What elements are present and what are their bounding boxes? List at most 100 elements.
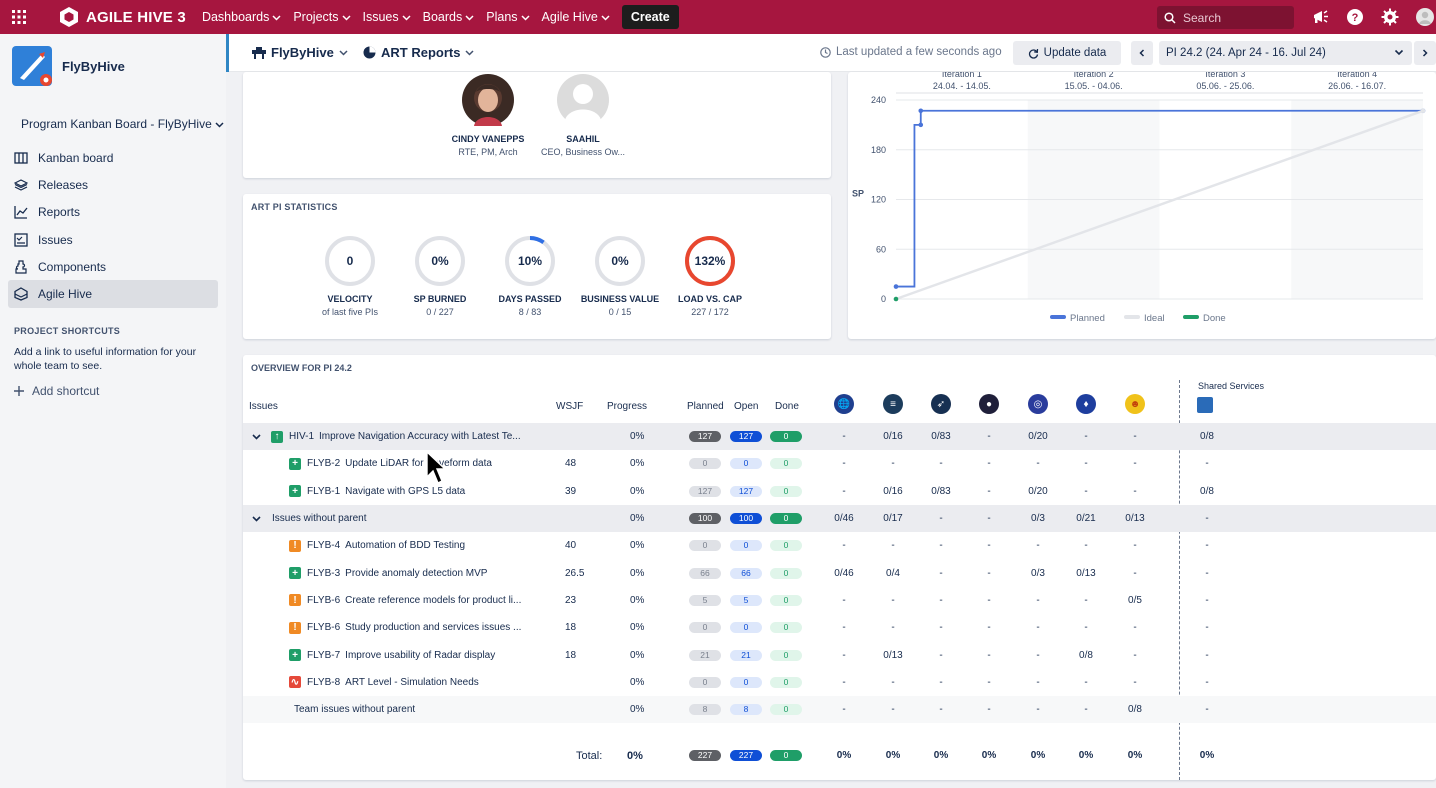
update-data-button[interactable]: Update data xyxy=(1013,41,1121,65)
previous-pi-button[interactable] xyxy=(1131,41,1153,65)
shared-services-team-icon xyxy=(1197,397,1213,413)
total-open: 227 xyxy=(730,742,762,769)
report-toolbar: FlyByHive ART Reports Last updated a few… xyxy=(226,34,1436,72)
table-row[interactable]: ↑ HIV-1 Improve Navigation Accuracy with L… xyxy=(243,423,1436,451)
expand-chevron-icon[interactable] xyxy=(252,514,261,523)
nav-agile-hive[interactable]: Agile Hive xyxy=(536,0,616,34)
member-card[interactable]: SAAHIL CEO, Business Ow... xyxy=(528,74,638,157)
issue-key[interactable]: FLYB-2 xyxy=(307,458,341,470)
issue-key[interactable]: FLYB-3 xyxy=(307,567,341,579)
sidebar-item-agile-hive[interactable]: Agile Hive xyxy=(8,280,218,308)
sidebar-item-issues[interactable]: Issues xyxy=(8,226,218,253)
sidebar-item-reports[interactable]: Reports xyxy=(8,199,218,226)
legend-item-done[interactable]: Done xyxy=(1183,313,1226,324)
table-row[interactable]: Team issues without parent 0% 8 8 0- - - - - -0/8… xyxy=(243,696,1436,724)
add-shortcut-link[interactable]: Add shortcut xyxy=(14,384,99,398)
col-header-done: Done xyxy=(775,401,799,412)
help-icon[interactable]: ? xyxy=(1346,8,1364,26)
col-header-planned: Planned xyxy=(687,401,724,412)
table-row[interactable]: + FLYB-1 Navigate with GPS L5 data 39 0% 127 1… xyxy=(243,478,1436,505)
total-done-pill: 0 xyxy=(770,750,802,762)
team-cell: 0/46 xyxy=(834,567,854,579)
issue-key[interactable]: FLYB-4 xyxy=(307,540,341,552)
open-cell: 127 xyxy=(730,423,762,450)
series-point-ideal xyxy=(1420,108,1426,114)
legend-item-planned[interactable]: Planned xyxy=(1050,313,1105,324)
user-avatar[interactable] xyxy=(1416,8,1434,26)
nav-projects[interactable]: Projects xyxy=(287,0,356,34)
team-cell: - xyxy=(987,704,991,716)
col-header-progress: Progress xyxy=(607,401,648,412)
issue-key[interactable]: FLYB-6 xyxy=(307,622,341,634)
team-cell: - xyxy=(1133,431,1137,443)
create-button[interactable]: Create xyxy=(621,5,679,29)
agile-hive-logo[interactable]: AGILE HIVE 3 xyxy=(58,6,186,28)
legend-item-ideal[interactable]: Ideal xyxy=(1124,313,1165,324)
board-selector[interactable]: Program Kanban Board - FlyByHive xyxy=(21,117,224,131)
board-selector-label: Program Kanban Board - FlyByHive xyxy=(21,117,212,131)
app-switcher-icon[interactable] xyxy=(0,0,38,34)
wsjf-cell: 39 xyxy=(565,485,577,497)
open-cell: 0 xyxy=(730,532,762,559)
table-row[interactable]: Issues without parent 0% 100 100 0 0/46 0/17 - -… xyxy=(243,504,1436,533)
nav-plans[interactable]: Plans xyxy=(480,0,535,34)
nav-dashboards[interactable]: Dashboards xyxy=(196,0,287,34)
nav-boards[interactable]: Boards xyxy=(417,0,481,34)
team-orbit-icon: ◎ xyxy=(1028,394,1048,414)
story-issue-type-icon: + xyxy=(289,485,301,498)
total-team-cell: 0% xyxy=(1078,750,1094,762)
member-card[interactable]: CINDY VANEPPS RTE, PM, Arch xyxy=(433,74,543,157)
issue-key[interactable]: FLYB-6 xyxy=(307,594,341,606)
table-row[interactable]: + FLYB-3 Provide anomaly detection MVP 26.5… xyxy=(243,560,1436,587)
table-row[interactable]: ∿ FLYB-8 ART Level - Simulation Needs 0% 0 0 0… xyxy=(243,669,1436,696)
sidebar-item-components[interactable]: Components xyxy=(8,253,218,280)
team-cell: 0/4 xyxy=(886,567,900,579)
issues-icon xyxy=(14,232,28,247)
series-point-planned xyxy=(893,284,899,289)
planned-cell: 0 xyxy=(689,450,721,477)
y-tick-label: 240 xyxy=(871,95,886,105)
table-row[interactable]: + FLYB-2 Update LiDAR for waveform data 48 0… xyxy=(243,450,1436,477)
table-row[interactable]: + FLYB-7 Improve usability of Radar displa… xyxy=(243,641,1436,668)
team-cell: - xyxy=(987,622,991,634)
issue-cell: + FLYB-7 Improve usability of Radar displa… xyxy=(289,641,495,668)
settings-gear-icon[interactable] xyxy=(1381,8,1399,26)
member-role: CEO, Business Ow... xyxy=(540,147,626,157)
team-cell: - xyxy=(842,594,846,606)
expand-chevron-icon[interactable] xyxy=(252,432,261,441)
pi-selector[interactable]: PI 24.2 (24. Apr 24 - 16. Jul 24) xyxy=(1159,41,1412,65)
open-cell-pill: 100 xyxy=(730,513,762,525)
table-row[interactable]: ! FLYB-6 Create reference models for produ… xyxy=(243,587,1436,614)
project-shortcuts-heading: PROJECT SHORTCUTS xyxy=(14,326,121,336)
done-cell: 0 xyxy=(770,696,802,723)
need-issue-type-icon: ∿ xyxy=(289,676,301,689)
table-row[interactable]: ! FLYB-4 Automation of BDD Testing 40 0% 0 0 0-… xyxy=(243,532,1436,559)
issue-key[interactable]: FLYB-8 xyxy=(307,676,341,688)
next-pi-button[interactable] xyxy=(1414,41,1436,65)
notifications-megaphone-icon[interactable] xyxy=(1312,8,1330,26)
table-row[interactable]: ! FLYB-6 Study production and services iss… xyxy=(243,614,1436,641)
shared-services-cell: - xyxy=(1205,567,1209,579)
done-cell-pill: 0 xyxy=(770,649,802,661)
sidebar-item-releases[interactable]: Releases xyxy=(8,171,218,198)
team-planet-icon: ● xyxy=(979,394,999,414)
series-line-planned xyxy=(896,109,1423,288)
wsjf-cell: 18 xyxy=(565,622,577,634)
open-cell-pill: 0 xyxy=(730,540,762,552)
search-input[interactable]: Search xyxy=(1157,6,1294,29)
wsjf-cell: 18 xyxy=(565,649,577,661)
nav-issues[interactable]: Issues xyxy=(357,0,417,34)
sidebar-item-label: Components xyxy=(38,259,107,274)
stat-value: 0% xyxy=(431,254,449,268)
report-dropdown[interactable]: ART Reports xyxy=(363,45,474,60)
sidebar-item-kanban-board[interactable]: Kanban board xyxy=(8,144,218,171)
issue-summary: Study production and services issues ... xyxy=(345,622,522,634)
issue-key[interactable]: HIV-1 xyxy=(289,431,315,443)
iteration-name: Iteration 3 xyxy=(1205,72,1245,79)
issue-key[interactable]: FLYB-7 xyxy=(307,649,341,661)
kanban-icon xyxy=(14,151,28,164)
issue-key[interactable]: FLYB-1 xyxy=(307,485,341,497)
team-cell: - xyxy=(1036,540,1040,552)
project-header[interactable]: FlyByHive xyxy=(12,46,125,86)
project-dropdown[interactable]: FlyByHive xyxy=(252,45,348,60)
